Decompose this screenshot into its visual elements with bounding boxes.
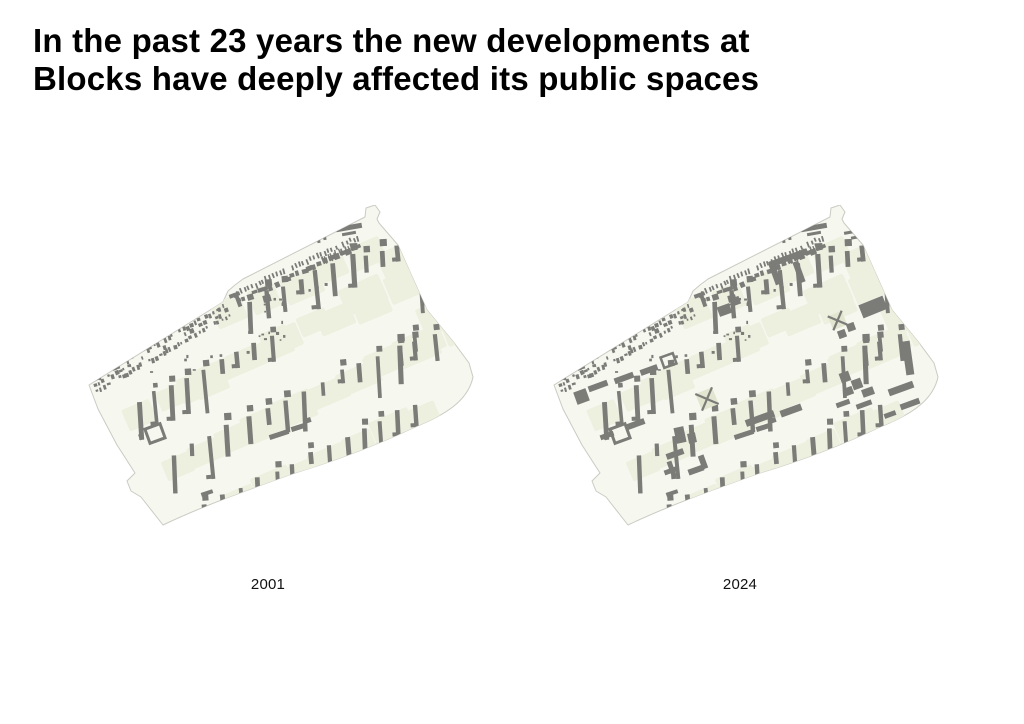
figure-ground-map-2024 xyxy=(553,205,939,526)
slide-title: In the past 23 years the new development… xyxy=(33,22,760,97)
figure-ground-map-2001 xyxy=(88,205,474,526)
map-caption-2024: 2024 xyxy=(722,576,758,593)
map-caption-2001: 2001 xyxy=(250,576,286,593)
